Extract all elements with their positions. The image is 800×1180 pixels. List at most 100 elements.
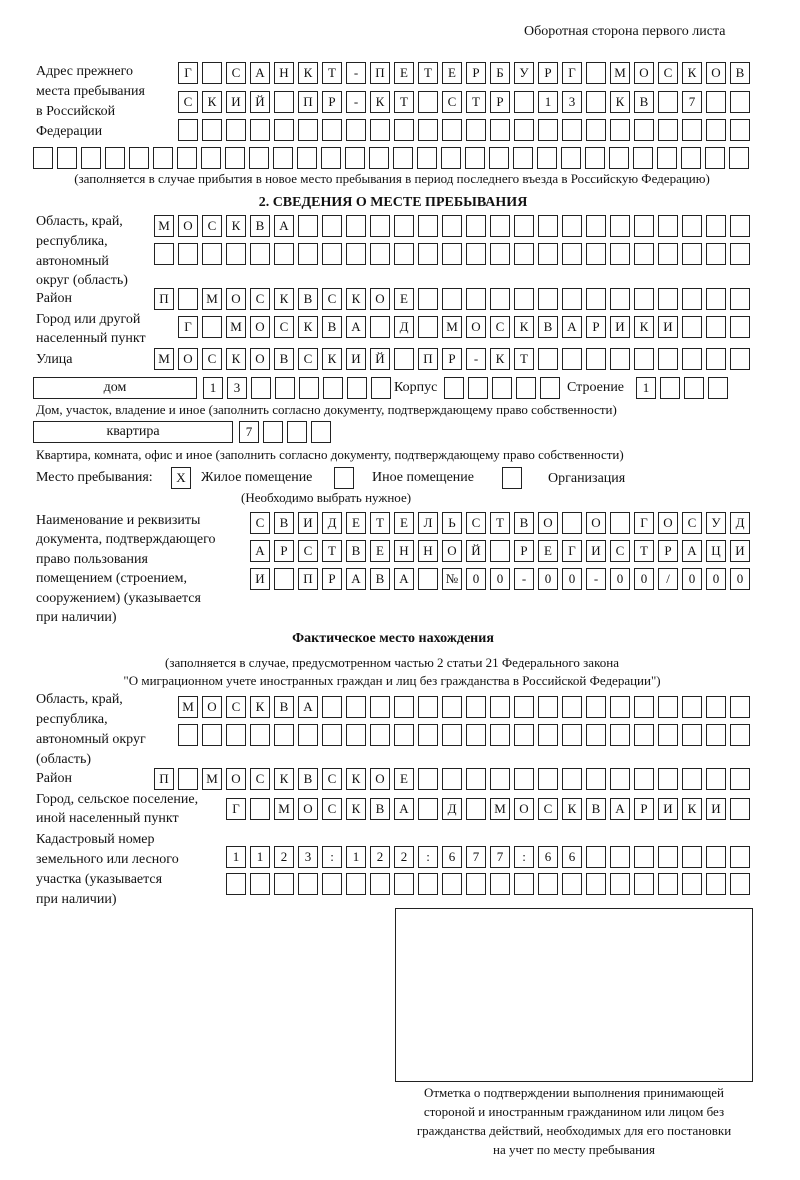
char-cell[interactable] [657,147,677,169]
char-cell[interactable] [658,348,678,370]
char-cell[interactable] [466,119,486,141]
char-cell[interactable]: О [226,288,246,310]
char-cell[interactable]: В [322,316,342,338]
char-cell[interactable]: С [274,316,294,338]
char-cell[interactable]: А [610,798,630,820]
char-cell[interactable] [538,724,558,746]
char-cell[interactable]: С [538,798,558,820]
char-cell[interactable] [33,147,53,169]
char-cell[interactable]: И [586,540,606,562]
char-cell[interactable] [562,288,582,310]
doc-row-3[interactable]: И П Р А В А № 0 0-0 0-0 0/0 0 0 [250,568,750,590]
char-cell[interactable] [490,243,510,265]
char-cell[interactable]: В [370,568,390,590]
char-cell[interactable] [538,696,558,718]
char-cell[interactable] [730,316,750,338]
char-cell[interactable]: Н [394,540,414,562]
char-cell[interactable] [442,873,462,895]
char-cell[interactable]: Т [394,91,414,113]
char-cell[interactable]: М [442,316,462,338]
char-cell[interactable]: С [226,62,246,84]
char-cell[interactable] [538,215,558,237]
char-cell[interactable] [466,768,486,790]
char-cell[interactable]: С [322,798,342,820]
char-cell[interactable] [370,215,390,237]
char-cell[interactable]: В [274,696,294,718]
char-cell[interactable]: С [322,288,342,310]
char-cell[interactable] [514,873,534,895]
char-cell[interactable] [418,215,438,237]
char-cell[interactable] [706,696,726,718]
char-cell[interactable]: К [514,316,534,338]
char-cell[interactable] [370,243,390,265]
char-cell[interactable] [706,846,726,868]
char-cell[interactable]: С [250,288,270,310]
char-cell[interactable]: В [514,512,534,534]
char-cell[interactable] [514,768,534,790]
char-cell[interactable] [514,119,534,141]
char-cell[interactable] [634,243,654,265]
char-cell[interactable] [105,147,125,169]
char-cell[interactable]: О [514,798,534,820]
char-cell[interactable]: В [586,798,606,820]
char-cell[interactable] [347,377,367,399]
char-cell[interactable]: М [202,288,222,310]
char-cell[interactable] [178,768,198,790]
char-cell[interactable] [201,147,221,169]
char-cell[interactable] [418,119,438,141]
char-cell[interactable] [658,119,678,141]
char-cell[interactable]: Г [562,62,582,84]
char-cell[interactable] [586,243,606,265]
char-cell[interactable] [634,696,654,718]
char-cell[interactable]: Е [442,62,462,84]
char-cell[interactable]: Г [634,512,654,534]
char-cell[interactable]: / [658,568,678,590]
char-cell[interactable] [706,873,726,895]
char-cell[interactable]: О [466,316,486,338]
char-cell[interactable]: В [538,316,558,338]
char-cell[interactable] [225,147,245,169]
char-cell[interactable] [585,147,605,169]
char-cell[interactable]: М [490,798,510,820]
char-cell[interactable] [466,243,486,265]
char-cell[interactable]: С [226,696,246,718]
char-cell[interactable]: 1 [636,377,656,399]
char-cell[interactable] [129,147,149,169]
char-cell[interactable] [562,724,582,746]
char-cell[interactable] [418,316,438,338]
char-cell[interactable] [442,288,462,310]
char-cell[interactable] [682,846,702,868]
char-cell[interactable] [706,316,726,338]
actual-region-row-2[interactable] [178,724,750,746]
char-cell[interactable] [298,215,318,237]
char-cell[interactable]: : [418,846,438,868]
char-cell[interactable] [682,724,702,746]
char-cell[interactable] [178,119,198,141]
building-row[interactable]: 1 [636,377,728,399]
char-cell[interactable] [562,215,582,237]
char-cell[interactable] [586,768,606,790]
char-cell[interactable] [610,873,630,895]
char-cell[interactable] [660,377,680,399]
char-cell[interactable]: 0 [490,568,510,590]
char-cell[interactable]: К [274,768,294,790]
char-cell[interactable] [153,147,173,169]
char-cell[interactable]: Т [370,512,390,534]
char-cell[interactable] [490,696,510,718]
char-cell[interactable] [250,724,270,746]
char-cell[interactable] [250,119,270,141]
char-cell[interactable] [538,243,558,265]
char-cell[interactable]: Д [730,512,750,534]
char-cell[interactable]: М [154,215,174,237]
char-cell[interactable] [562,119,582,141]
char-cell[interactable]: С [250,768,270,790]
char-cell[interactable] [322,696,342,718]
char-cell[interactable] [274,91,294,113]
char-cell[interactable] [394,215,414,237]
char-cell[interactable]: 1 [346,846,366,868]
char-cell[interactable]: И [226,91,246,113]
char-cell[interactable] [466,215,486,237]
char-cell[interactable]: О [298,798,318,820]
